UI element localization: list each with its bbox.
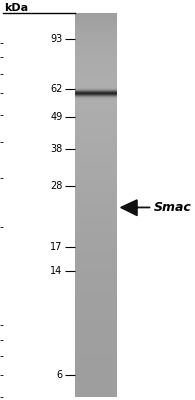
Text: 28: 28 [50, 181, 63, 191]
Text: 93: 93 [50, 34, 63, 44]
FancyArrow shape [121, 200, 150, 216]
Text: 17: 17 [50, 242, 63, 252]
Text: Smac: Smac [153, 201, 191, 214]
Text: kDa: kDa [4, 3, 28, 13]
Text: 38: 38 [50, 144, 63, 154]
Text: 49: 49 [50, 112, 63, 122]
Text: 6: 6 [56, 370, 63, 380]
Text: 14: 14 [50, 266, 63, 276]
Text: 62: 62 [50, 84, 63, 94]
